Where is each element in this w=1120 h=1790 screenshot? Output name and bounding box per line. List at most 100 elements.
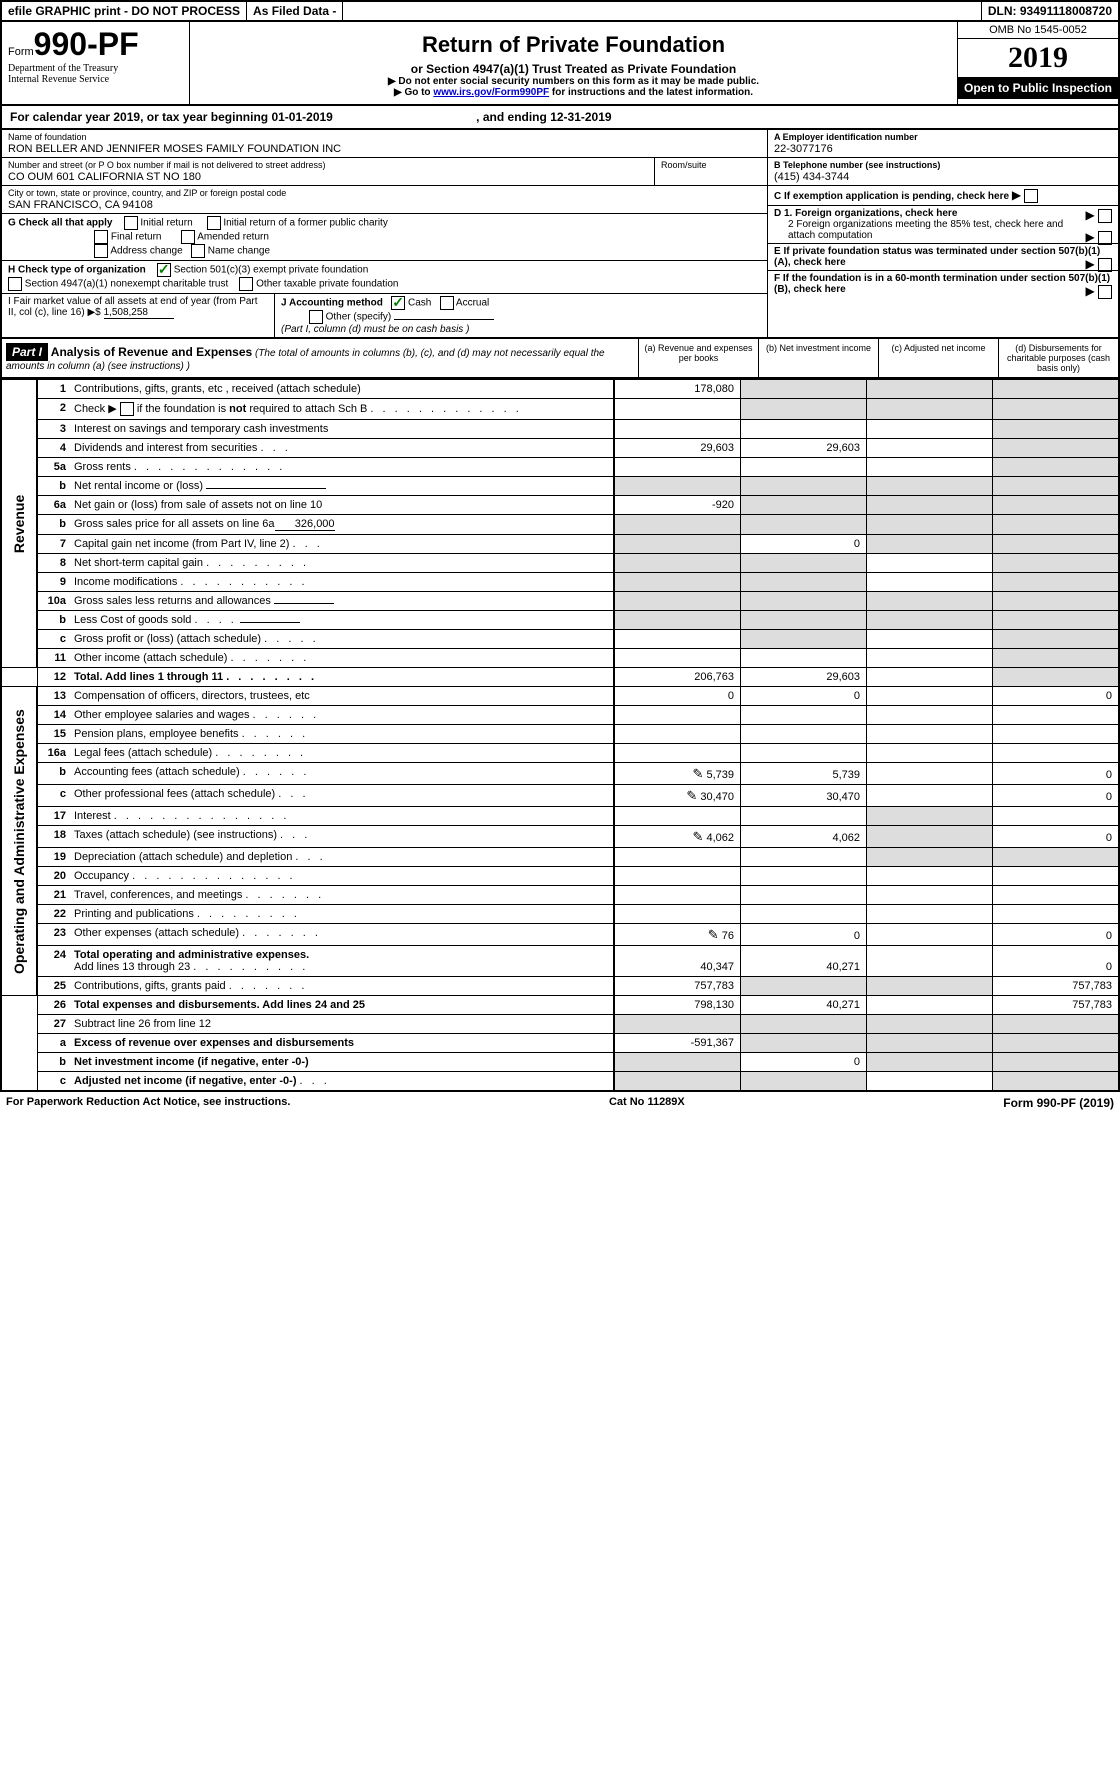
footer-left: For Paperwork Reduction Act Notice, see … (6, 1096, 290, 1110)
checkbox-othertax[interactable] (239, 277, 253, 291)
efile-label: efile GRAPHIC print - DO NOT PROCESS (2, 2, 247, 20)
city-label: City or town, state or province, country… (8, 188, 761, 198)
l4-b: 29,603 (741, 439, 867, 458)
dept-line2: Internal Revenue Service (8, 74, 183, 85)
checkbox-f[interactable] (1098, 285, 1112, 299)
l6a-a: -920 (614, 496, 741, 515)
l7-b: 0 (741, 535, 867, 554)
l16b-a: 5,739 (706, 769, 734, 781)
page-footer: For Paperwork Reduction Act Notice, see … (0, 1092, 1120, 1114)
l25-d: 757,783 (993, 977, 1120, 996)
omb-number: OMB No 1545-0052 (958, 22, 1118, 39)
l26-a: 798,130 (614, 996, 741, 1015)
operating-side-label: Operating and Administrative Expenses (1, 687, 37, 996)
col-a-header: (a) Revenue and expenses per books (638, 339, 758, 377)
l12-b: 29,603 (741, 668, 867, 687)
l23-b: 0 (741, 924, 867, 946)
schedule-icon[interactable]: ✎ (685, 829, 703, 843)
f-label: F If the foundation is in a 60-month ter… (774, 273, 1110, 295)
header-right: OMB No 1545-0052 2019 Open to Public Ins… (957, 22, 1118, 104)
c-label: C If exemption application is pending, c… (774, 191, 1009, 202)
room-label: Room/suite (661, 160, 761, 170)
checkbox-501c3[interactable] (157, 263, 171, 277)
checkbox-4947[interactable] (8, 277, 22, 291)
dept-line1: Department of the Treasury (8, 63, 183, 74)
l24-b: 40,271 (741, 946, 867, 977)
l12-a: 206,763 (614, 668, 741, 687)
asfiled-label: As Filed Data - (247, 2, 343, 20)
l26-b: 40,271 (741, 996, 867, 1015)
info-left: Name of foundation RON BELLER AND JENNIF… (2, 130, 767, 337)
l23-d: 0 (993, 924, 1120, 946)
l1-a: 178,080 (614, 380, 741, 399)
checkbox-initial-former[interactable] (207, 216, 221, 230)
part1-title: Analysis of Revenue and Expenses (51, 345, 252, 359)
checkbox-c[interactable] (1024, 189, 1038, 203)
l13-a: 0 (614, 687, 741, 706)
schedule-icon[interactable]: ✎ (701, 927, 719, 941)
warn2: ▶ Go to www.irs.gov/Form990PF for instru… (196, 87, 951, 98)
form-prefix: Form (8, 46, 34, 58)
b-label: B Telephone number (see instructions) (774, 160, 1112, 170)
spacer (343, 2, 982, 20)
foundation-name: RON BELLER AND JENNIFER MOSES FAMILY FOU… (8, 142, 761, 155)
part1-label: Part I (6, 343, 48, 361)
section-i: I Fair market value of all assets at end… (2, 294, 275, 337)
addr-label: Number and street (or P O box number if … (8, 160, 648, 170)
analysis-grid: Revenue 1Contributions, gifts, grants, e… (0, 379, 1120, 1092)
l16b-d: 0 (993, 763, 1120, 785)
top-bar: efile GRAPHIC print - DO NOT PROCESS As … (0, 0, 1120, 22)
part1-header: Part I Analysis of Revenue and Expenses … (0, 339, 1120, 379)
schedule-icon[interactable]: ✎ (679, 788, 697, 802)
name-label: Name of foundation (8, 132, 761, 142)
l25-a: 757,783 (614, 977, 741, 996)
checkbox-namechange[interactable] (191, 244, 205, 258)
checkbox-cash[interactable] (391, 296, 405, 310)
l13-d: 0 (993, 687, 1120, 706)
l16c-b: 30,470 (741, 785, 867, 807)
checkbox-amended[interactable] (181, 230, 195, 244)
section-g: G Check all that apply Initial return In… (2, 214, 767, 261)
a-label: A Employer identification number (774, 132, 1112, 142)
info-right: A Employer identification number 22-3077… (767, 130, 1118, 337)
form-header: Form990-PF Department of the Treasury In… (0, 22, 1120, 106)
phone-value: (415) 434-3744 (774, 170, 1112, 183)
footer-right: Form 990-PF (2019) (1003, 1096, 1114, 1110)
l18-a: 4,062 (706, 832, 734, 844)
l13-b: 0 (741, 687, 867, 706)
checkbox-initial[interactable] (124, 216, 138, 230)
e-label: E If private foundation status was termi… (774, 246, 1100, 268)
footer-mid: Cat No 11289X (609, 1096, 685, 1110)
checkbox-d2[interactable] (1098, 231, 1112, 245)
checkbox-e[interactable] (1098, 258, 1112, 272)
header-left: Form990-PF Department of the Treasury In… (2, 22, 190, 104)
col-d-header: (d) Disbursements for charitable purpose… (998, 339, 1118, 377)
open-public: Open to Public Inspection (958, 77, 1118, 99)
l27b-b: 0 (741, 1053, 867, 1072)
city-value: SAN FRANCISCO, CA 94108 (8, 198, 761, 211)
warn1: ▶ Do not enter social security numbers o… (196, 76, 951, 87)
l16b-b: 5,739 (741, 763, 867, 785)
tax-year: 2019 (958, 39, 1118, 77)
header-center: Return of Private Foundation or Section … (190, 22, 957, 104)
irs-link[interactable]: www.irs.gov/Form990PF (433, 87, 549, 98)
checkbox-address[interactable] (94, 244, 108, 258)
form-number: 990-PF (34, 26, 139, 62)
checkbox-d1[interactable] (1098, 209, 1112, 223)
d1-label: D 1. Foreign organizations, check here (774, 208, 957, 219)
col-b-header: (b) Net investment income (758, 339, 878, 377)
form-title: Return of Private Foundation (196, 32, 951, 58)
l18-d: 0 (993, 826, 1120, 848)
checkbox-accrual[interactable] (440, 296, 454, 310)
form-subtitle: or Section 4947(a)(1) Trust Treated as P… (196, 62, 951, 76)
d2-label: 2 Foreign organizations meeting the 85% … (788, 219, 1063, 241)
checkbox-other[interactable] (309, 310, 323, 324)
l16c-d: 0 (993, 785, 1120, 807)
l4-a: 29,603 (614, 439, 741, 458)
section-j: J Accounting method Cash Accrual Other (… (275, 294, 767, 337)
checkbox-final[interactable] (94, 230, 108, 244)
l6b-val: 326,000 (275, 518, 335, 531)
checkbox-schb[interactable] (120, 402, 134, 416)
schedule-icon[interactable]: ✎ (685, 766, 703, 780)
dln-label: DLN: 93491118008720 (982, 2, 1118, 20)
